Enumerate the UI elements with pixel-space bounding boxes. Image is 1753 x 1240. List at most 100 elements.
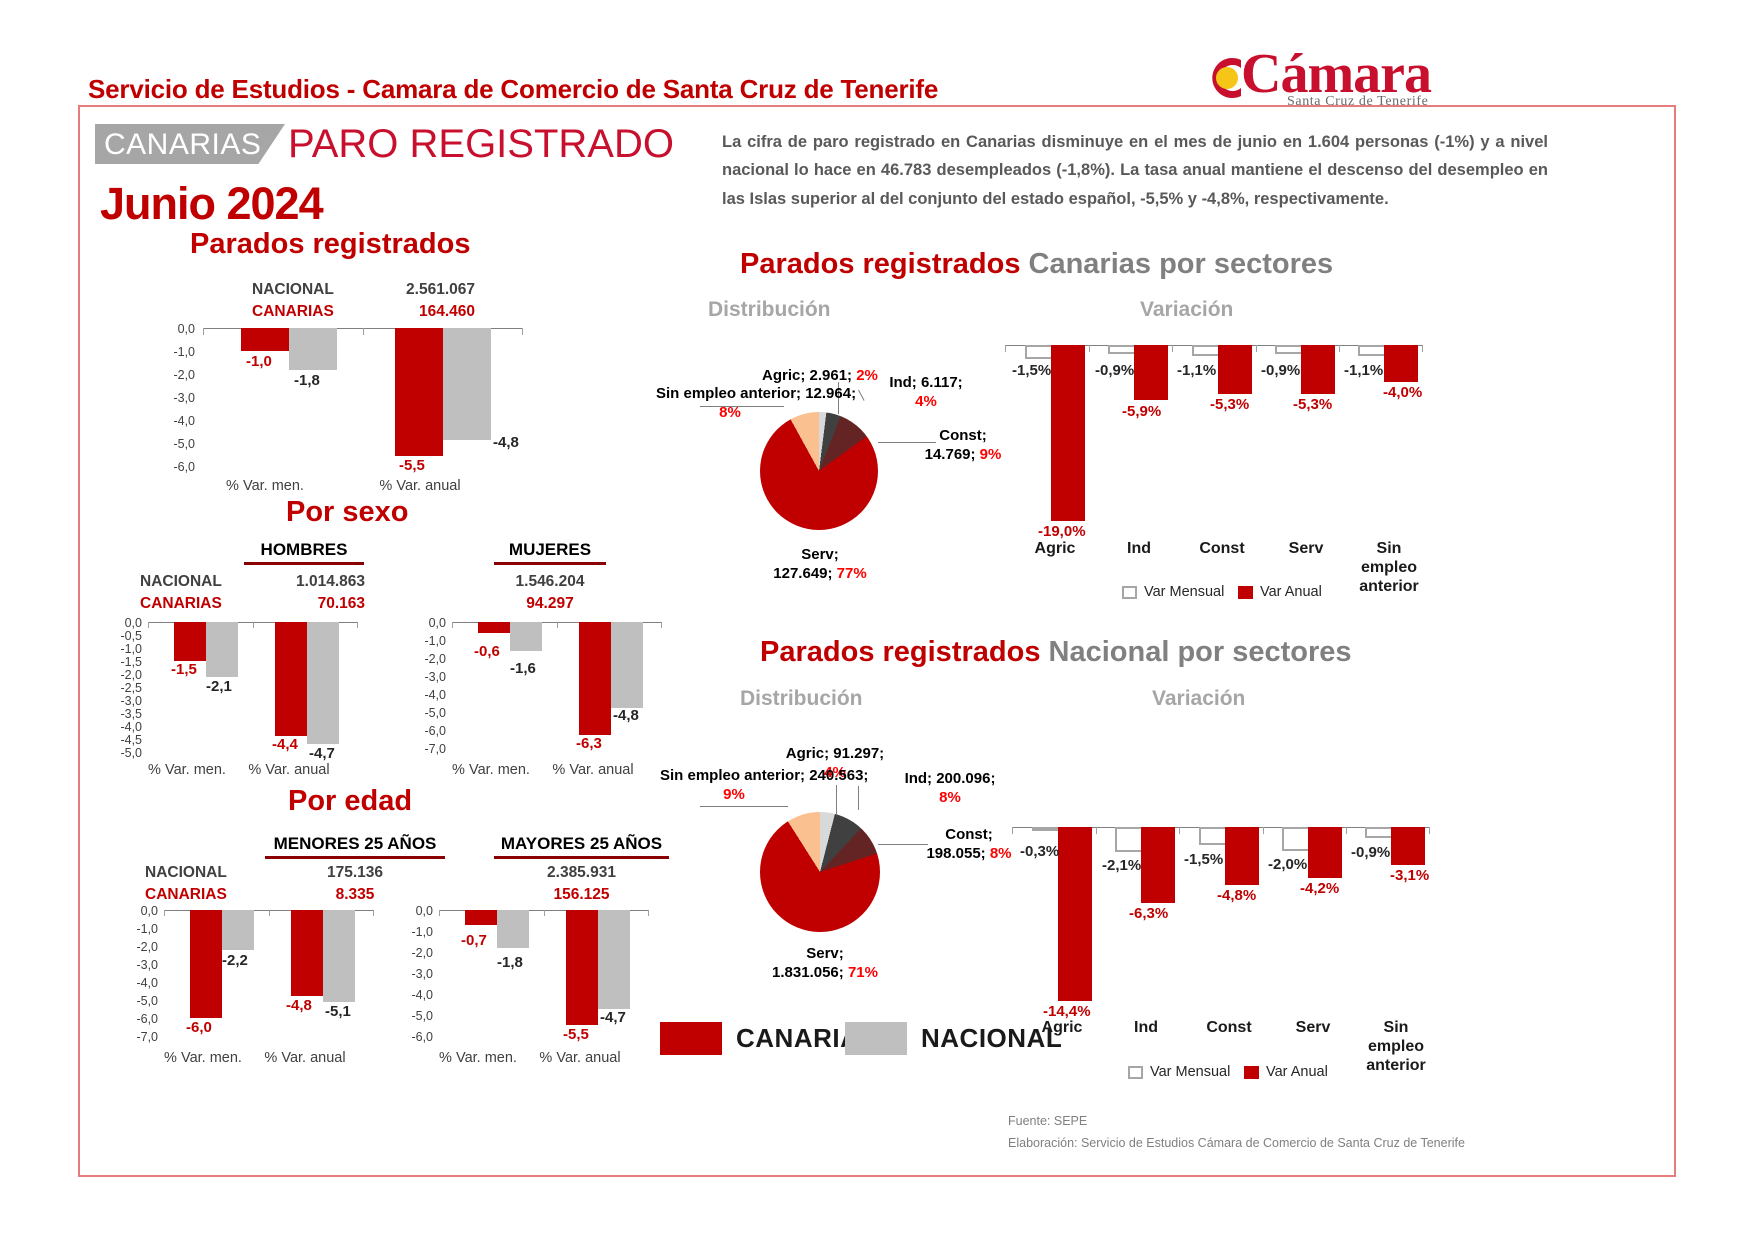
menores25-nacional-value: 175.136	[326, 864, 384, 881]
chart-menores25: 0,0 -1,0 -2,0 -3,0 -4,0 -5,0 -6,0 -7,0 -…	[120, 904, 420, 1066]
category-label: % Var. anual	[539, 1050, 621, 1066]
data-label: -3,1%	[1390, 867, 1430, 884]
leader-line	[836, 785, 837, 815]
data-label: -5,3%	[1293, 396, 1333, 413]
bar-canarias-var-men	[478, 622, 510, 633]
data-label: -6,0	[186, 1019, 212, 1036]
subtitle-variacion-nacional: Variación	[1152, 687, 1246, 710]
total-nacional-label: NACIONAL	[252, 281, 334, 298]
section-por-sexo: Por sexo	[286, 496, 409, 528]
category-label-sin-1: Sin	[1383, 1019, 1409, 1036]
bar-var-anual-agric	[1058, 827, 1092, 1001]
data-label: -1,8	[497, 954, 523, 971]
data-label: -6,3	[576, 735, 602, 752]
tick	[269, 910, 270, 916]
leader-line	[700, 406, 784, 407]
ytick: -4,0	[424, 688, 446, 702]
ytick: -0,5	[120, 629, 142, 643]
legend-var-mensual-nacional: Var Mensual	[1128, 1064, 1230, 1080]
legend-swatch-var-mensual	[1122, 585, 1137, 599]
pie-chart-nacional	[760, 812, 880, 932]
category-label-serv: Serv	[1295, 1019, 1331, 1036]
data-label: -4,8	[613, 707, 639, 724]
ytick: -5,0	[411, 1009, 433, 1023]
bar-var-anual-sin-empleo	[1384, 345, 1418, 382]
chart-mayores25: 0,0 -1,0 -2,0 -3,0 -4,0 -5,0 -6,0 -0,7 -…	[395, 904, 695, 1066]
bar-canarias-var-anual	[395, 328, 443, 456]
bar-canarias-var-men	[190, 910, 222, 1018]
data-label: -1,5%	[1184, 851, 1224, 868]
bar-nacional-var-anual	[598, 910, 630, 1009]
bar-nacional-var-anual	[611, 622, 643, 708]
logo-wordmark: Cámara	[1241, 43, 1432, 105]
ytick: -2,0	[411, 946, 433, 960]
bar-var-anual-serv	[1301, 345, 1335, 394]
data-label: -1,6	[510, 660, 536, 677]
ytick: -2,5	[120, 681, 142, 695]
bar-var-anual-ind	[1134, 345, 1168, 400]
leader-line	[700, 806, 788, 807]
category-label-sin-2: empleo	[1367, 1038, 1424, 1055]
plot-area: -1,0 -1,8 -5,5 -4,8	[203, 328, 523, 474]
leader-line	[858, 786, 859, 810]
leader-line	[878, 442, 936, 443]
ytick: 0,0	[415, 904, 433, 918]
total-canarias-value: 164.460	[418, 303, 475, 320]
data-label: -5,3%	[1210, 396, 1250, 413]
leader-line	[838, 382, 839, 414]
ytick: -2,0	[136, 940, 158, 954]
legend-nacional: NACIONAL	[845, 1022, 1062, 1055]
data-label: -4,0%	[1383, 384, 1423, 401]
bar-var-anual-const	[1218, 345, 1252, 394]
data-label: -0,9%	[1261, 362, 1301, 379]
canarias-chip-shape	[95, 124, 285, 164]
tick	[363, 328, 364, 335]
ytick: -1,0	[120, 642, 142, 656]
bar-var-mensual-agric	[1032, 827, 1064, 831]
bar-canarias-var-anual	[566, 910, 598, 1025]
content-frame	[78, 105, 1676, 1177]
category-label: % Var. men.	[226, 478, 304, 494]
bar-canarias-var-men	[465, 910, 497, 925]
section-nacional-sectores: Parados registrados Nacional por sectore…	[760, 636, 1352, 668]
bar-canarias-var-men	[174, 622, 206, 661]
leader-line	[878, 844, 928, 845]
ytick: -3,0	[173, 391, 195, 405]
pie-label-serv-nacional: Serv; 1.831.056; 71%	[772, 945, 878, 981]
ytick: -6,0	[424, 724, 446, 738]
data-label: -0,7	[461, 932, 487, 949]
pie-label-ind-nacional: Ind; 200.096; 8%	[904, 770, 996, 806]
category-label-const: Const	[1199, 540, 1245, 557]
tick	[439, 910, 440, 916]
legend-swatch-canarias	[660, 1022, 722, 1055]
chart-total: 0,0 -1,0 -2,0 -3,0 -4,0 -5,0 -6,0 -1,0 -…	[155, 322, 535, 494]
bar-var-anual-sin-empleo	[1391, 827, 1425, 865]
legend-var-anual-canarias: Var Anual	[1238, 584, 1322, 600]
ytick: -7,0	[136, 1030, 158, 1044]
elaboration-label: Elaboración: Servicio de Estudios Cámara…	[1008, 1136, 1465, 1150]
ytick: -6,0	[136, 1012, 158, 1026]
ytick: -1,0	[424, 634, 446, 648]
tick	[203, 328, 204, 335]
legend-swatch-var-anual	[1238, 585, 1253, 599]
data-label: -1,0	[246, 353, 272, 370]
mujeres-title: MUJERES	[494, 540, 606, 565]
pie-label-sin-empleo-nacional: Sin empleo anterior; 240.563; 9%	[660, 767, 869, 803]
data-label: -19,0%	[1038, 523, 1086, 540]
bar-nacional-var-anual	[307, 622, 339, 744]
ytick: -5,0	[120, 746, 142, 760]
category-label-const: Const	[1206, 1019, 1252, 1036]
legend-label-var-anual: Var Anual	[1260, 584, 1322, 600]
data-label: -0,3%	[1020, 843, 1060, 860]
data-label: -0,9%	[1351, 844, 1391, 861]
bar-nacional-var-men	[289, 328, 337, 370]
pie-chart-canarias	[760, 412, 878, 530]
plot-area: -0,7 -1,8 -5,5 -4,7	[439, 910, 649, 1043]
data-label: -5,5	[563, 1026, 589, 1043]
data-label: -0,9%	[1095, 362, 1135, 379]
data-label: -2,1	[206, 678, 232, 695]
tick	[522, 328, 523, 335]
hombres-title: HOMBRES	[244, 540, 364, 565]
category-label: % Var. anual	[552, 762, 634, 778]
ytick: -2,0	[424, 652, 446, 666]
